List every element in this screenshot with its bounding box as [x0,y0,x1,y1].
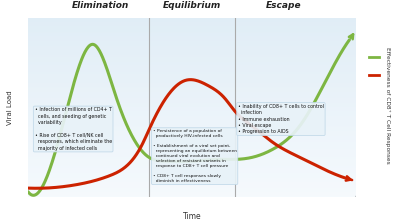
Text: • Persistence of a population of
  productively HIV-infected cells

• Establishm: • Persistence of a population of product… [153,129,237,183]
Text: Time: Time [183,212,201,219]
Text: • Inability of CD8+ T cells to control
  infection
• Immune exhaustion
• Viral e: • Inability of CD8+ T cells to control i… [238,104,324,134]
Text: Equilibrium: Equilibrium [163,1,221,10]
Text: Viral Load: Viral Load [7,90,13,125]
Text: Escape: Escape [266,1,302,10]
Text: Effectiveness of CD8⁺ T Cell Responses: Effectiveness of CD8⁺ T Cell Responses [385,47,391,164]
Text: • Infection of millions of CD4+ T
  cells, and seeding of genetic
  variability
: • Infection of millions of CD4+ T cells,… [34,107,112,151]
Text: Elimination: Elimination [72,1,129,10]
